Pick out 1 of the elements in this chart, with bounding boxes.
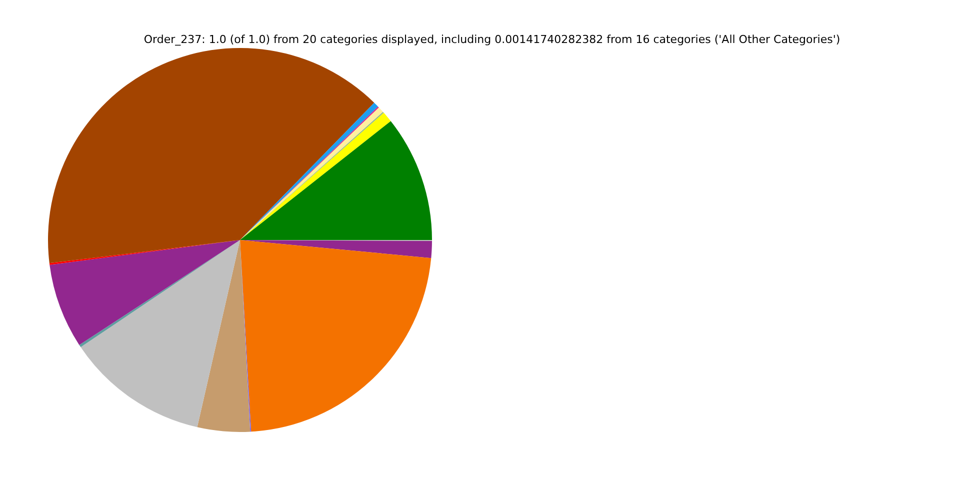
text: Order_237: 1.0 (of 1.0) from 20 categories displayed, including 0.00141740282382 from 16 categories ('All Other Categories') <box>144 32 840 46</box>
